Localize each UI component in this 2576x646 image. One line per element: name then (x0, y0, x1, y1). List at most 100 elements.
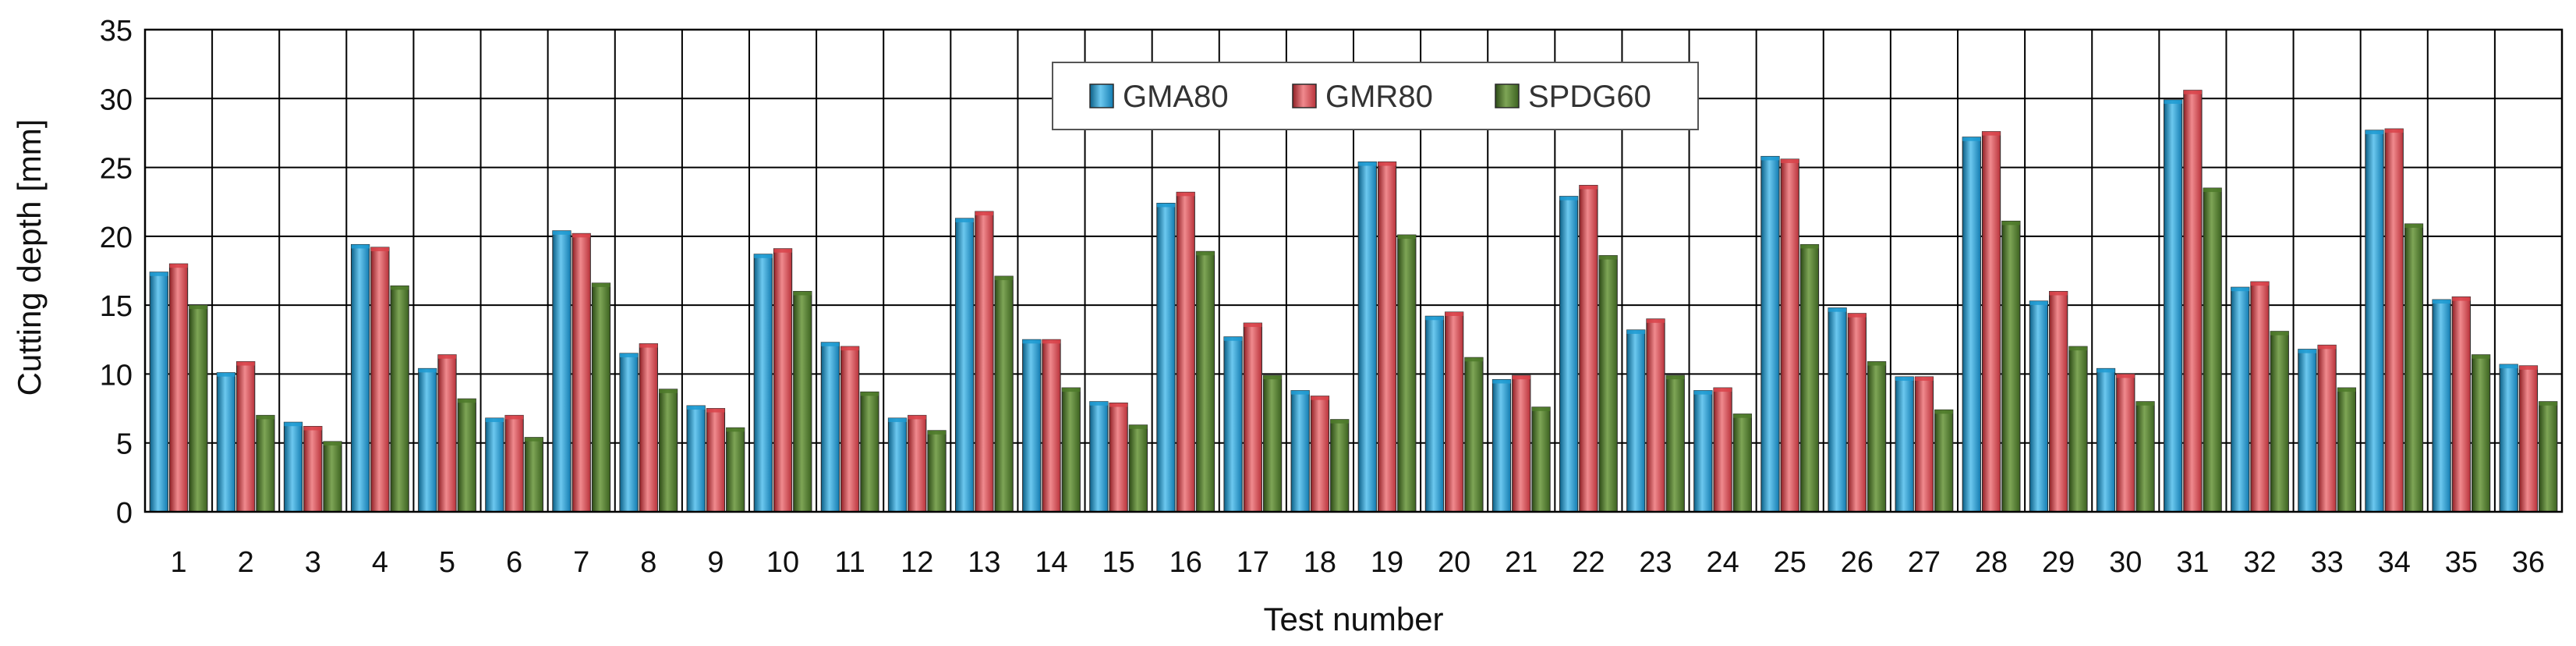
x-tick-label: 24 (1706, 546, 1739, 579)
y-tick-label: 25 (100, 153, 133, 186)
bar-gmr80-test-17 (1243, 322, 1262, 513)
bar-gma80-test-30 (2096, 367, 2116, 513)
x-tick-label: 3 (305, 546, 321, 579)
y-tick-label: 15 (100, 290, 133, 323)
bar-gma80-test-10 (753, 254, 773, 513)
axes (143, 28, 2564, 513)
bar-spdg60-test-16 (1195, 250, 1215, 513)
bar-gmr80-test-31 (2183, 90, 2203, 513)
x-tick-label: 11 (834, 546, 865, 579)
bar-gma80-test-20 (1424, 315, 1445, 513)
legend-label: GMR80 (1325, 80, 1433, 114)
bar-gmr80-test-11 (840, 346, 860, 513)
bar-spdg60-test-18 (1330, 419, 1350, 513)
bar-gma80-test-2 (216, 372, 236, 513)
legend-box (1052, 62, 1699, 130)
y-tick-labels: 0 5 10 15 20 25 30 35 (100, 15, 133, 530)
bar-spdg60-test-28 (2001, 220, 2021, 513)
bar-gma80-test-13 (955, 218, 975, 513)
grid-lines (144, 29, 2563, 513)
x-tick-label: 15 (1102, 546, 1134, 579)
bar-spdg60-test-3 (323, 441, 342, 513)
bar-gmr80-test-26 (1847, 313, 1867, 513)
x-tick-label: 22 (1572, 546, 1605, 579)
bar-gmr80-test-15 (1109, 403, 1128, 513)
bar-spdg60-test-2 (256, 414, 275, 513)
x-tick-label: 21 (1505, 546, 1537, 579)
bar-spdg60-test-14 (1061, 387, 1081, 513)
legend-swatch (1292, 83, 1317, 108)
legend-label: SPDG60 (1528, 80, 1651, 114)
bar-gma80-test-11 (820, 342, 840, 513)
legend[interactable]: GMA80 GMR80 SPDG60 (1052, 62, 1699, 130)
bar-spdg60-test-11 (860, 391, 879, 513)
x-tick-label: 9 (707, 546, 724, 579)
bar-spdg60-test-24 (1732, 414, 1752, 513)
bar-gma80-test-34 (2365, 130, 2384, 513)
bar-gmr80-test-35 (2451, 296, 2471, 513)
bar-gmr80-test-27 (1914, 376, 1934, 513)
bar-spdg60-test-15 (1128, 424, 1148, 513)
bar-gma80-test-7 (552, 230, 571, 513)
bar-spdg60-test-13 (994, 275, 1014, 513)
x-tick-label: 8 (640, 546, 656, 579)
bar-gmr80-test-6 (504, 414, 524, 513)
x-tick-label: 13 (968, 546, 1000, 579)
bar-gmr80-test-23 (1646, 318, 1665, 513)
bar-gmr80-test-18 (1310, 396, 1330, 513)
legend-item-spdg60[interactable]: SPDG60 (1495, 80, 1651, 114)
bar-gmr80-test-10 (773, 248, 793, 513)
bar-spdg60-test-23 (1665, 374, 1685, 513)
bar-gmr80-test-1 (168, 263, 189, 513)
bar-gmr80-test-25 (1780, 158, 1799, 513)
bar-spdg60-test-27 (1934, 409, 1954, 513)
bar-spdg60-test-34 (2404, 223, 2424, 513)
x-tick-label: 23 (1639, 546, 1672, 579)
x-tick-labels: 1 2 3 4 5 6 7 8 9 10 11 12 13 14 15 16 17 18 19 20 21 22 23 24 2… (170, 546, 2545, 579)
bar-gmr80-test-5 (437, 354, 457, 513)
x-tick-label: 4 (372, 546, 388, 579)
bar-gma80-test-27 (1895, 376, 1914, 513)
bar-gma80-test-1 (149, 272, 168, 513)
x-axis-title: Test number (1263, 601, 1443, 637)
legend-swatch (1495, 83, 1520, 108)
bar-spdg60-test-35 (2471, 354, 2491, 513)
legend-item-gmr80[interactable]: GMR80 (1292, 80, 1433, 114)
x-tick-label: 14 (1035, 546, 1067, 579)
bar-gmr80-test-20 (1445, 311, 1464, 513)
x-tick-label: 19 (1371, 546, 1403, 579)
bar-gma80-test-6 (485, 417, 504, 513)
bar-spdg60-test-22 (1598, 255, 1618, 513)
x-tick-label: 6 (506, 546, 522, 579)
bar-gmr80-test-29 (2049, 290, 2068, 513)
bar-gmr80-test-32 (2250, 281, 2270, 513)
y-tick-label: 0 (116, 497, 133, 530)
bar-gma80-test-33 (2298, 349, 2317, 513)
bar-gmr80-test-8 (639, 343, 658, 513)
bar-gmr80-test-36 (2518, 365, 2539, 513)
bar-gma80-test-18 (1290, 390, 1310, 513)
x-tick-label: 35 (2445, 546, 2478, 579)
bar-gma80-test-32 (2231, 286, 2250, 513)
x-tick-label: 25 (1774, 546, 1806, 579)
bar-gma80-test-23 (1626, 329, 1646, 513)
x-tick-label: 27 (1908, 546, 1941, 579)
bar-spdg60-test-8 (658, 389, 678, 513)
bar-spdg60-test-31 (2203, 187, 2222, 513)
bar-spdg60-test-20 (1464, 357, 1484, 513)
legend-item-gma80[interactable]: GMA80 (1089, 80, 1229, 114)
bar-gmr80-test-4 (370, 247, 390, 513)
bar-spdg60-test-9 (726, 427, 745, 513)
bar-gma80-test-5 (418, 367, 437, 513)
x-tick-label: 36 (2512, 546, 2545, 579)
bar-spdg60-test-32 (2270, 331, 2289, 513)
bar-spdg60-test-19 (1397, 234, 1417, 513)
bar-spdg60-test-10 (793, 290, 812, 513)
bar-spdg60-test-33 (2337, 387, 2356, 513)
bar-gmr80-test-14 (1042, 339, 1061, 513)
x-tick-label: 32 (2243, 546, 2276, 579)
bar-gma80-test-31 (2164, 99, 2183, 513)
bar-spdg60-test-1 (189, 304, 208, 513)
bar-gma80-test-28 (1962, 137, 1981, 513)
